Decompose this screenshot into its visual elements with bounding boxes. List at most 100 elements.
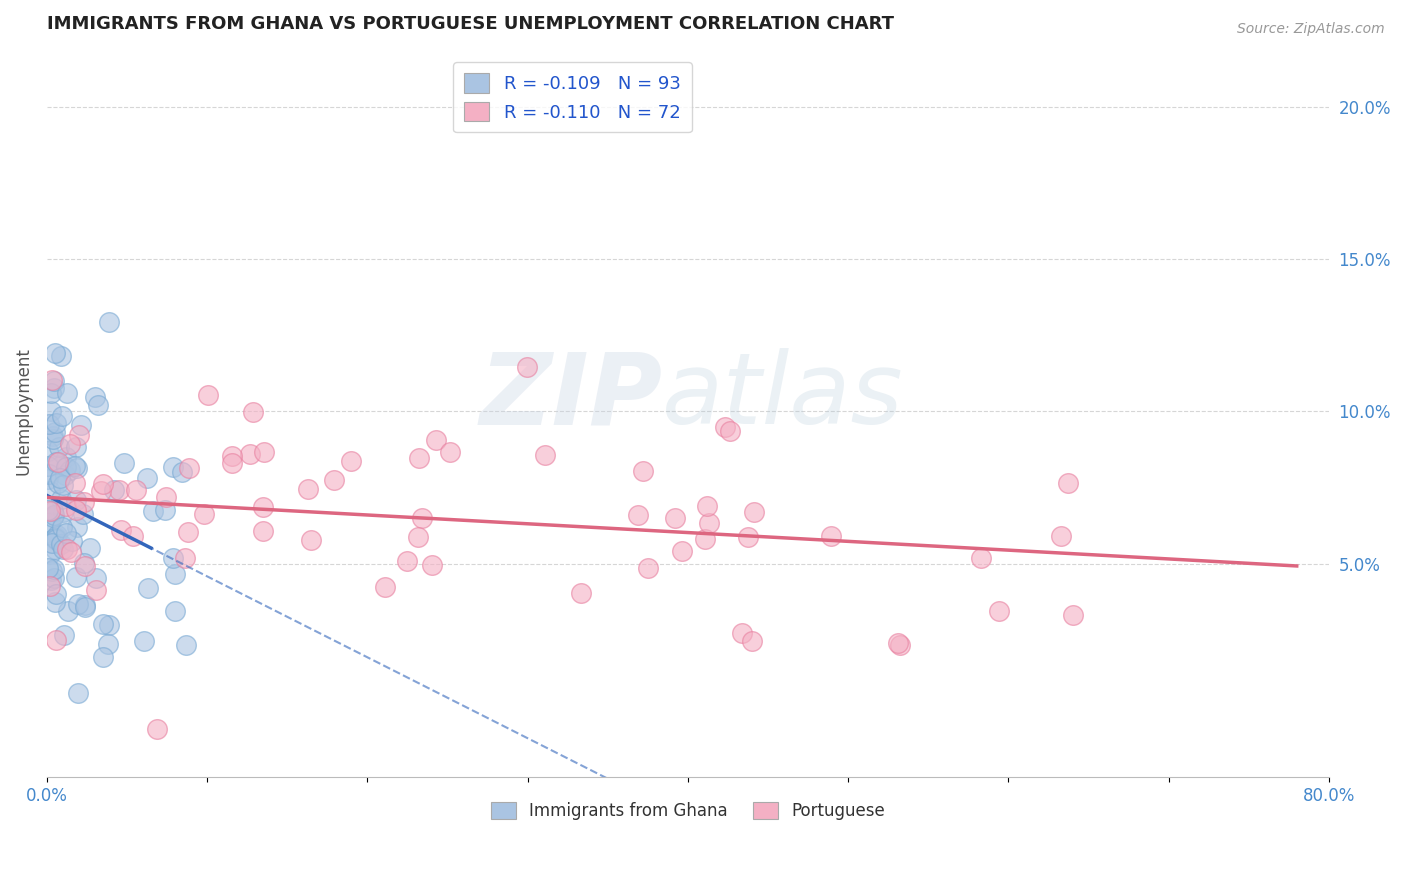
Point xyxy=(39,579,62,593)
Point xyxy=(425,434,447,448)
Point xyxy=(163,566,186,581)
Point xyxy=(37,458,59,473)
Point xyxy=(299,533,322,547)
Point xyxy=(55,385,77,400)
Point xyxy=(65,441,87,455)
Point xyxy=(49,537,72,551)
Point xyxy=(51,409,73,423)
Point xyxy=(37,560,59,574)
Point xyxy=(162,460,184,475)
Point xyxy=(742,505,765,519)
Point xyxy=(53,628,76,642)
Point xyxy=(696,500,718,514)
Point xyxy=(91,617,114,632)
Point xyxy=(97,636,120,650)
Point xyxy=(55,460,77,475)
Point xyxy=(633,464,655,478)
Point xyxy=(1062,608,1084,623)
Point xyxy=(65,503,87,517)
Point xyxy=(44,595,66,609)
Point xyxy=(42,432,65,446)
Point xyxy=(39,574,62,588)
Point xyxy=(1049,529,1071,543)
Point xyxy=(121,529,143,543)
Point xyxy=(714,419,737,434)
Point xyxy=(52,505,75,519)
Point xyxy=(66,686,89,700)
Point xyxy=(886,636,908,650)
Point xyxy=(45,530,67,544)
Point xyxy=(38,467,60,481)
Point xyxy=(38,548,60,562)
Point xyxy=(37,444,59,458)
Point xyxy=(731,626,754,640)
Point xyxy=(42,571,65,585)
Point xyxy=(297,482,319,496)
Point xyxy=(56,604,79,618)
Point xyxy=(38,417,60,432)
Point xyxy=(52,477,75,491)
Point xyxy=(39,515,62,529)
Point xyxy=(112,456,135,470)
Point xyxy=(51,349,73,363)
Point xyxy=(39,483,62,498)
Point xyxy=(718,425,741,439)
Point xyxy=(45,633,67,648)
Point xyxy=(534,448,557,462)
Point xyxy=(55,450,77,464)
Point xyxy=(42,562,65,576)
Point xyxy=(84,571,107,585)
Point xyxy=(59,463,82,477)
Point xyxy=(664,511,686,525)
Point xyxy=(671,544,693,558)
Point xyxy=(408,451,430,466)
Point xyxy=(37,516,59,530)
Point xyxy=(45,532,67,546)
Point xyxy=(59,437,82,451)
Point xyxy=(39,404,62,418)
Point xyxy=(108,483,131,497)
Point xyxy=(66,520,89,534)
Point xyxy=(66,461,89,475)
Point xyxy=(73,495,96,509)
Point xyxy=(162,551,184,566)
Point xyxy=(66,597,89,611)
Point xyxy=(41,373,63,387)
Point xyxy=(44,381,66,395)
Point xyxy=(63,476,86,491)
Point xyxy=(569,586,592,600)
Point xyxy=(53,467,76,482)
Point xyxy=(44,541,66,556)
Point xyxy=(39,385,62,400)
Point xyxy=(252,524,274,539)
Point xyxy=(741,634,763,648)
Point xyxy=(65,569,87,583)
Point xyxy=(91,650,114,665)
Point xyxy=(46,527,69,541)
Point xyxy=(42,508,65,523)
Point xyxy=(142,504,165,518)
Point xyxy=(67,428,90,442)
Point xyxy=(103,483,125,497)
Point xyxy=(889,638,911,652)
Point xyxy=(42,503,65,517)
Point xyxy=(697,516,720,530)
Point xyxy=(411,511,433,525)
Point xyxy=(55,541,77,556)
Point xyxy=(125,483,148,497)
Point xyxy=(439,445,461,459)
Point xyxy=(75,558,97,573)
Point xyxy=(37,502,59,516)
Point xyxy=(87,398,110,412)
Point xyxy=(322,473,344,487)
Text: Source: ZipAtlas.com: Source: ZipAtlas.com xyxy=(1237,22,1385,37)
Point xyxy=(155,490,177,504)
Point xyxy=(45,417,67,431)
Point xyxy=(395,554,418,568)
Point xyxy=(42,429,65,443)
Point xyxy=(252,500,274,514)
Point xyxy=(627,508,650,522)
Text: ZIP: ZIP xyxy=(479,348,662,445)
Y-axis label: Unemployment: Unemployment xyxy=(15,347,32,475)
Point xyxy=(55,499,77,513)
